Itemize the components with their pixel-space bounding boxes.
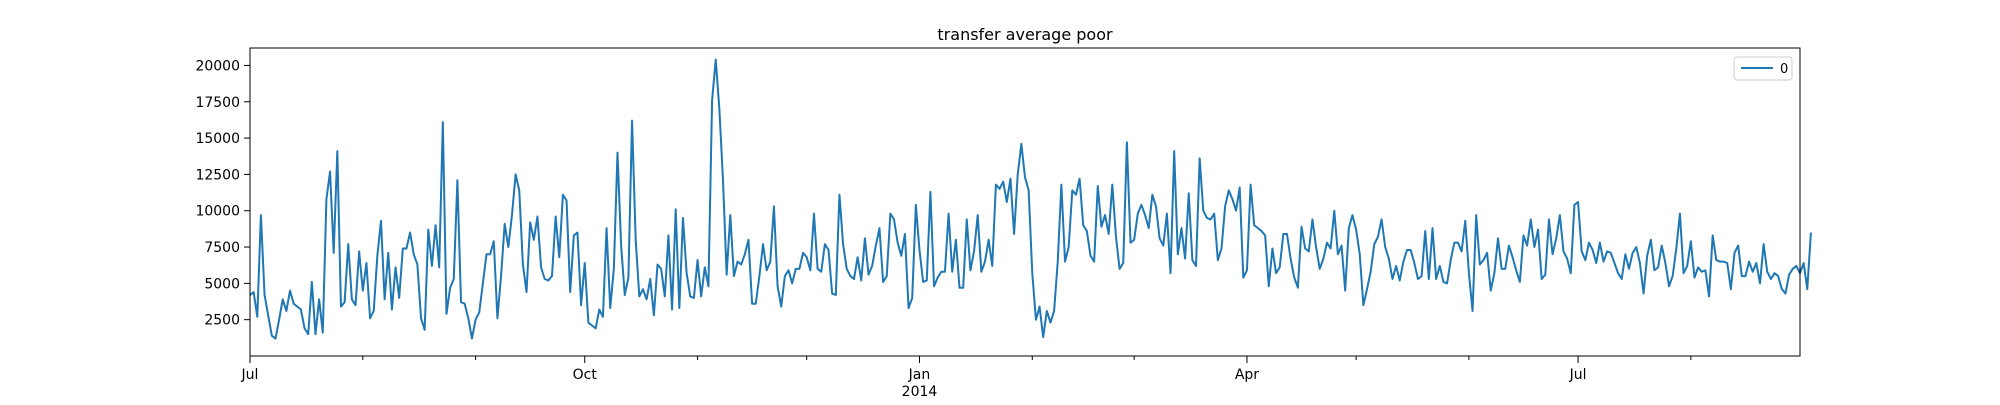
y-tick-label: 7500	[204, 240, 240, 256]
chart-title: transfer average poor	[937, 25, 1113, 44]
legend: 0	[1733, 56, 1793, 81]
axes-frame	[249, 47, 1801, 357]
y-tick-label: 15000	[195, 131, 240, 147]
x-tick-label: Apr	[1235, 367, 1259, 383]
plot-area	[249, 58, 1812, 340]
x-tick-label: Jul	[241, 367, 259, 383]
y-tick-label: 10000	[195, 204, 240, 220]
x-tick-sublabel: 2014	[902, 384, 938, 400]
y-tick-label: 5000	[204, 276, 240, 292]
x-tick-label: Jul	[1569, 367, 1587, 383]
y-tick-label: 20000	[195, 58, 240, 74]
y-tick-label: 2500	[204, 313, 240, 329]
y-tick-label: 17500	[195, 95, 240, 111]
x-tick-label: Jan	[908, 367, 931, 383]
x-tick-label: Oct	[573, 367, 598, 383]
axes: 2500 5000 7500 10000 12500 15000 17500 20000 Jul…	[195, 47, 1801, 400]
y-tick-label: 12500	[195, 167, 240, 183]
legend-label: 0	[1780, 62, 1788, 77]
series-line-0	[249, 58, 1812, 340]
